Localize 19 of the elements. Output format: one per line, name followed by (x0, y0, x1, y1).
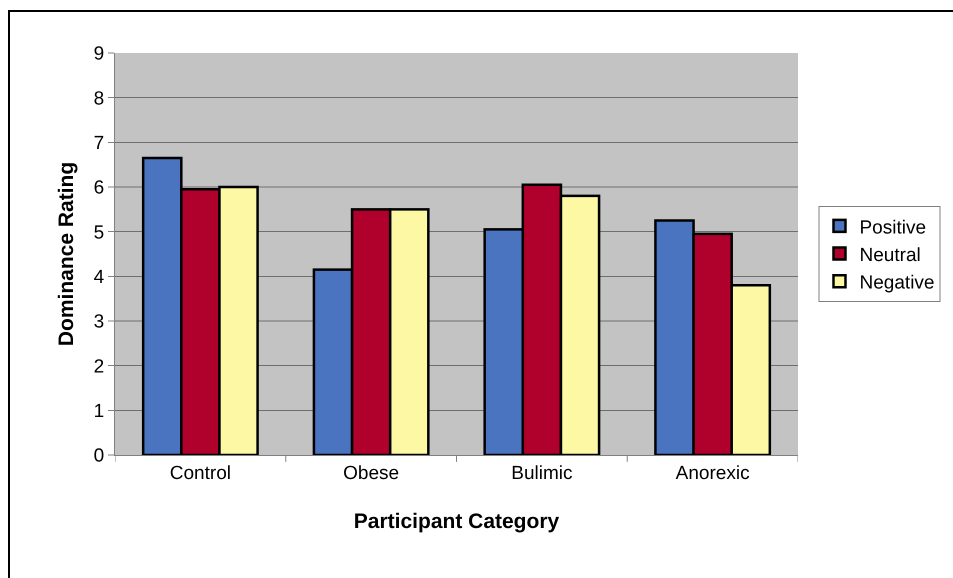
y-tick-label: 0 (94, 446, 104, 467)
y-tick-label: 4 (94, 266, 105, 288)
y-axis-title: Dominance Rating (54, 162, 78, 346)
y-tick-label: 9 (94, 44, 104, 65)
legend-label: Negative (859, 272, 934, 294)
legend-label: Neutral (859, 244, 921, 266)
y-tick-label: 5 (94, 222, 104, 244)
y-tick-label: 3 (94, 312, 104, 333)
y-tick-label: 1 (94, 400, 104, 422)
x-tick-label: Control (170, 462, 232, 484)
y-tick-label: 8 (94, 88, 104, 110)
x-tick-label: Anorexic (676, 462, 750, 484)
y-tick-label: 6 (94, 178, 104, 199)
x-tick-label: Obese (343, 462, 400, 484)
x-axis-title: Participant Category (354, 510, 560, 533)
y-tick-label: 2 (94, 356, 104, 378)
legend-label: Positive (859, 217, 926, 238)
x-tick-label: Bulimic (511, 462, 572, 484)
y-tick-label: 7 (94, 132, 104, 154)
